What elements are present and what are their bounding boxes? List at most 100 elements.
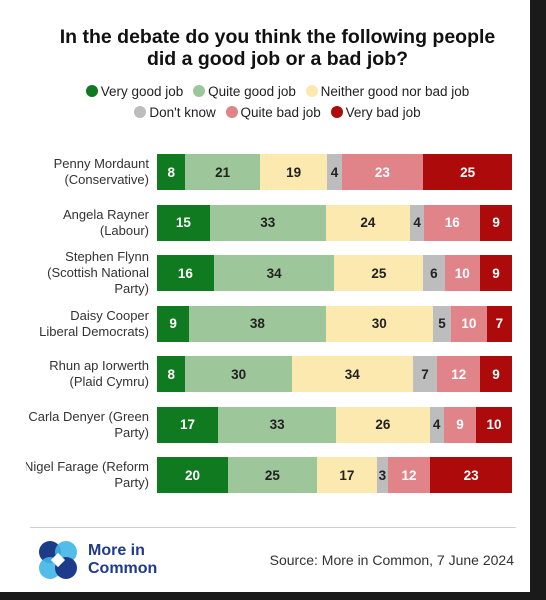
bar-segment-neither: 17 bbox=[316, 457, 378, 493]
more-in-common-logo-icon bbox=[39, 541, 77, 579]
row-label-line: Party) bbox=[114, 475, 149, 490]
data-label: 4 bbox=[432, 417, 441, 432]
legend-item-very-good: Very good job bbox=[85, 81, 183, 102]
bar-segment-dont-know: 3 bbox=[377, 457, 388, 493]
data-label: 3 bbox=[378, 467, 387, 483]
row-label-line: Nigel Farage (Reform bbox=[26, 459, 149, 474]
bar-segment-very-good: 8 bbox=[157, 356, 186, 392]
data-label: 26 bbox=[375, 417, 391, 432]
data-label: 19 bbox=[286, 164, 302, 180]
data-label: 9 bbox=[169, 316, 177, 331]
data-label: 9 bbox=[492, 215, 500, 230]
bar-segment-dont-know: 4 bbox=[429, 406, 444, 443]
bar-segment-very-bad: 9 bbox=[480, 204, 512, 241]
data-label: 10 bbox=[454, 265, 470, 281]
legend-swatch bbox=[225, 106, 238, 118]
data-label: 16 bbox=[177, 265, 193, 281]
row-label: Stephen Flynn (Scottish National Party) bbox=[26, 249, 149, 297]
bar-segment-quite-good: 21 bbox=[185, 154, 260, 190]
data-label: 23 bbox=[374, 164, 390, 180]
legend-label: Don't know bbox=[149, 105, 216, 120]
bar-segment-very-good: 9 bbox=[157, 305, 190, 342]
bar-segment-very-good: 15 bbox=[157, 204, 210, 241]
bar-segment-neither: 25 bbox=[334, 255, 424, 291]
data-label: 25 bbox=[460, 164, 476, 180]
brand-line-1: More in bbox=[88, 542, 145, 559]
legend-item-neither: Neither good nor bad job bbox=[305, 81, 469, 102]
brand-line-2: Common bbox=[88, 560, 158, 577]
bar-segment-quite-bad: 10 bbox=[451, 305, 487, 342]
bar-segment-quite-bad: 23 bbox=[341, 154, 424, 190]
legend-item-dont-know: Don't know bbox=[134, 102, 216, 123]
data-label: 8 bbox=[167, 366, 175, 382]
legend: Very good job Quite good job Neither goo… bbox=[30, 81, 525, 123]
data-label: 4 bbox=[413, 215, 421, 230]
data-label: 7 bbox=[421, 366, 429, 382]
brand-name: More in Common bbox=[88, 542, 157, 578]
data-label: 25 bbox=[264, 467, 280, 483]
bar-segment-very-good: 17 bbox=[157, 406, 218, 443]
bar-row: 8 21 19 4 23 25 bbox=[157, 154, 512, 190]
data-label: 33 bbox=[260, 215, 276, 230]
bar-row: 15 33 24 4 16 9 bbox=[157, 204, 512, 241]
legend-item-quite-bad: Quite bad job bbox=[225, 102, 321, 123]
legend-swatch bbox=[134, 106, 147, 118]
row-label-line: Liberal Democrats) bbox=[39, 323, 149, 339]
bar-segment-very-good: 16 bbox=[157, 255, 214, 291]
bar-segment-very-bad: 9 bbox=[480, 356, 512, 392]
title-line-1: In the debate do you think the following… bbox=[59, 26, 496, 48]
bar-segment-quite-bad: 10 bbox=[444, 255, 481, 291]
row-label-line: (Conservative) bbox=[64, 172, 149, 187]
legend-label: Quite good job bbox=[208, 84, 296, 99]
row-label: Angela Rayner (Labour) bbox=[26, 207, 149, 239]
bar-segment-very-bad: 25 bbox=[423, 154, 512, 190]
bar-segment-quite-good: 34 bbox=[213, 255, 335, 291]
bar-row: 20 25 17 3 12 23 bbox=[157, 457, 512, 493]
data-label: 10 bbox=[461, 316, 477, 331]
bar-segment-neither: 30 bbox=[325, 305, 434, 342]
bar-segment-very-bad: 10 bbox=[476, 406, 512, 443]
row-label-line: Stephen Flynn bbox=[65, 249, 149, 264]
data-label: 9 bbox=[456, 417, 464, 432]
data-label: 9 bbox=[492, 366, 500, 382]
data-label: 6 bbox=[430, 265, 438, 281]
data-label: 38 bbox=[249, 316, 265, 331]
data-label: 9 bbox=[492, 265, 500, 281]
data-label: 7 bbox=[495, 316, 504, 331]
bar-row: 8 30 34 7 12 9 bbox=[157, 356, 512, 392]
row-label: Nigel Farage (Reform Party) bbox=[26, 459, 149, 491]
bar-segment-dont-know: 6 bbox=[423, 255, 445, 291]
bar-segment-neither: 24 bbox=[325, 204, 411, 241]
bar-segment-dont-know: 7 bbox=[412, 356, 438, 392]
data-label: 15 bbox=[175, 215, 191, 230]
bar-segment-very-bad: 9 bbox=[480, 255, 512, 291]
bar-segment-quite-bad: 16 bbox=[424, 204, 481, 241]
data-label: 33 bbox=[269, 417, 285, 432]
data-label: 4 bbox=[330, 164, 339, 180]
legend-swatch bbox=[330, 106, 343, 118]
footer-divider bbox=[30, 527, 516, 528]
bar-segment-neither: 34 bbox=[291, 356, 413, 392]
title-line-2: did a good job or a bad job? bbox=[146, 48, 409, 70]
data-label: 30 bbox=[371, 316, 387, 331]
row-label-line: (Plaid Cymru) bbox=[69, 374, 149, 389]
bar-segment-quite-bad: 12 bbox=[387, 457, 431, 493]
data-label: 8 bbox=[167, 164, 175, 180]
legend-item-quite-good: Quite good job bbox=[193, 81, 296, 102]
row-label-line: Angela Rayner bbox=[63, 206, 149, 222]
bar-segment-very-good: 8 bbox=[157, 154, 186, 190]
bar-segment-quite-good: 25 bbox=[228, 457, 317, 493]
data-label: 16 bbox=[444, 215, 460, 230]
bar-row: 17 33 26 4 9 10 bbox=[157, 406, 512, 443]
legend-swatch bbox=[85, 85, 98, 97]
row-label: Rhun ap Iorwerth (Plaid Cymru) bbox=[26, 358, 149, 390]
bar-segment-dont-know: 4 bbox=[410, 204, 425, 241]
data-label: 10 bbox=[486, 417, 502, 432]
bar-segment-quite-good: 38 bbox=[189, 305, 326, 342]
data-label: 12 bbox=[401, 467, 417, 483]
bottom-window-edge bbox=[0, 592, 546, 600]
row-label-line: Party) bbox=[114, 281, 149, 296]
bar-segment-quite-good: 33 bbox=[217, 406, 337, 443]
bar-row: 16 34 25 6 10 9 bbox=[157, 255, 512, 291]
bar-segment-quite-bad: 9 bbox=[443, 406, 477, 443]
